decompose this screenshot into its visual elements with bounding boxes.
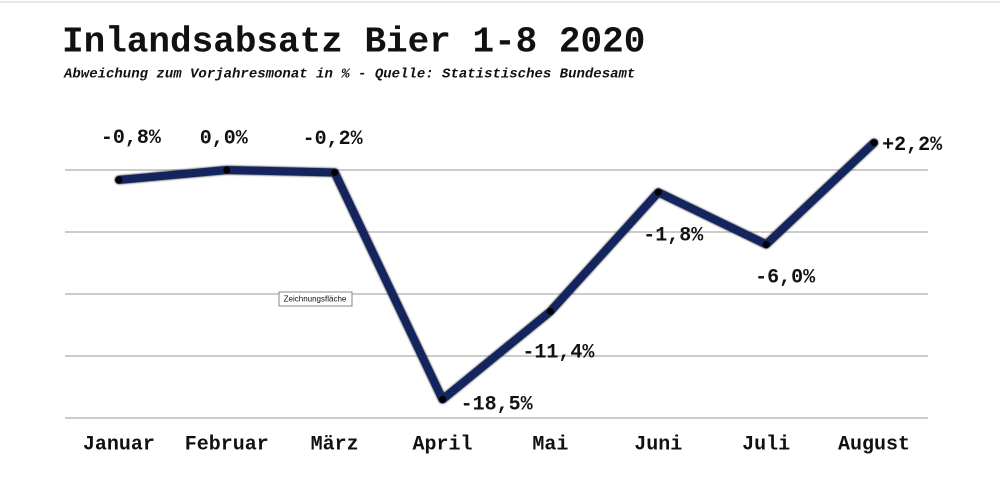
x-tick-label: Juli (742, 433, 790, 456)
x-tick-label: Januar (83, 433, 155, 456)
data-label: 0,0% (200, 127, 249, 150)
chart-subtitle: Abweichung zum Vorjahresmonat in % - Que… (63, 67, 635, 83)
data-point (115, 176, 123, 184)
x-tick-label: Februar (185, 433, 269, 456)
x-tick-label: Mai (532, 433, 568, 456)
tooltip-box (278, 291, 353, 307)
data-point (762, 240, 770, 248)
x-tick-label: Juni (634, 433, 682, 456)
data-line (114, 138, 879, 404)
data-point (546, 307, 554, 315)
data-label: -0,2% (303, 128, 364, 151)
chart-title: Inlandsabsatz Bier 1-8 2020 (62, 22, 645, 63)
data-label: -18,5% (461, 394, 534, 417)
data-point (331, 168, 339, 176)
data-point (870, 139, 878, 147)
x-tick-label: August (838, 433, 910, 456)
x-tick-label: April (413, 433, 473, 456)
data-label: -11,4% (522, 342, 595, 365)
data-label: +2,2% (882, 134, 943, 157)
tooltip-text: Zeichnungsfläche (284, 295, 347, 304)
tooltip: Zeichnungsfläche (278, 291, 353, 307)
x-tick-label: März (311, 433, 359, 456)
data-label: -0,8% (101, 127, 162, 150)
data-point (439, 395, 447, 403)
data-label: -1,8% (643, 225, 704, 248)
data-label: -6,0% (755, 267, 816, 290)
data-point (654, 188, 662, 196)
data-point (223, 166, 231, 174)
